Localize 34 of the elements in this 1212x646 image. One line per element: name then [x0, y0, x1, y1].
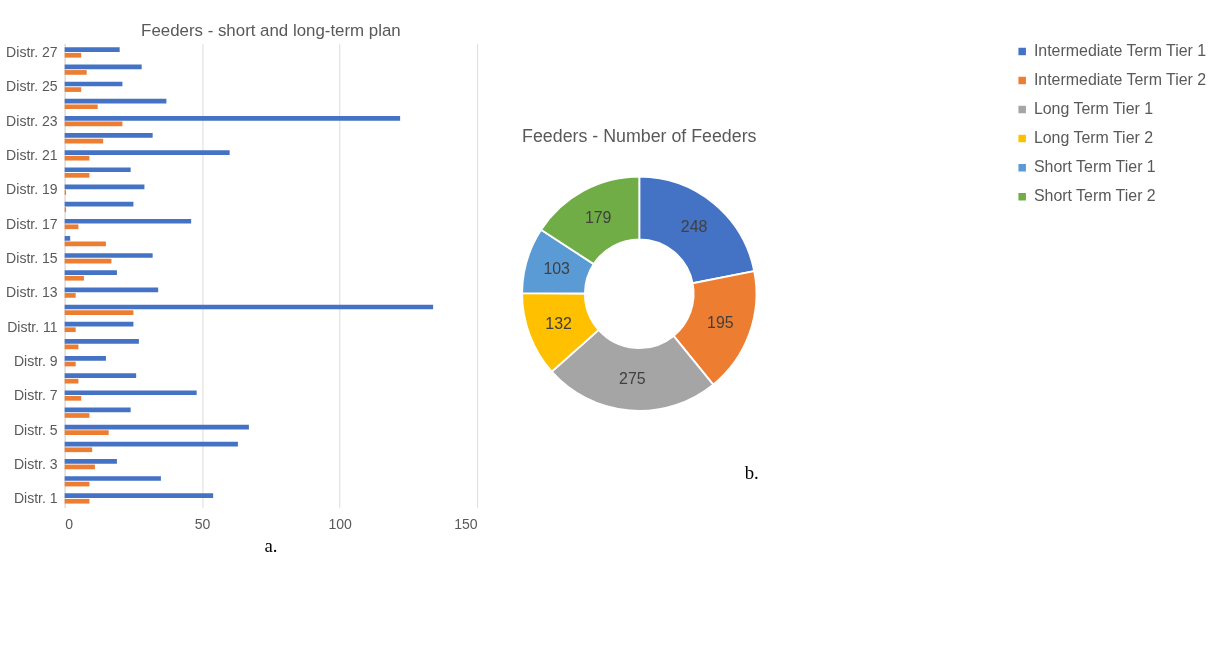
- x-tick-label: 150: [454, 515, 478, 532]
- legend-label: Long Term Tier 1: [1033, 100, 1154, 118]
- text: Feeders - Number of Feeders: [522, 125, 757, 146]
- y-tick-label: Distr. 27: [6, 44, 58, 61]
- y-tick-label: Distr. 23: [6, 112, 58, 129]
- y-tick-label: Distr. 17: [6, 215, 58, 232]
- x-tick-label: 0: [65, 515, 74, 532]
- chart-title: Feeders - short and long-term plan: [141, 20, 401, 40]
- legend-label: Short Term Tier 2: [1033, 187, 1156, 205]
- legend-label: Long Term Tier 2: [1033, 129, 1154, 147]
- data-label: 275: [619, 370, 646, 388]
- y-tick-label: Distr. 3: [13, 455, 58, 472]
- data-label: 195: [707, 313, 734, 331]
- legend-label: Intermediate Term Tier 1: [1033, 42, 1207, 60]
- data-label: 248: [680, 217, 708, 235]
- y-tick-label: Distr. 9: [13, 352, 58, 369]
- y-tick-label: Distr. 15: [6, 250, 58, 266]
- y-tick-label: Distr. 1: [13, 490, 58, 507]
- y-tick-label: Distr. 25: [6, 78, 58, 95]
- y-tick-label: Distr. 5: [13, 421, 58, 438]
- data-label: 179: [584, 208, 612, 226]
- text: a.: [264, 534, 278, 556]
- x-tick-label: 100: [328, 515, 353, 532]
- text: b.: [744, 462, 759, 484]
- data-label: 132: [545, 314, 573, 332]
- legend-label: Intermediate Term Tier 2: [1033, 71, 1207, 89]
- y-tick-label: Distr. 13: [6, 284, 58, 301]
- y-tick-label: Distr. 21: [6, 147, 58, 164]
- y-tick-label: Distr. 11: [7, 318, 58, 335]
- y-tick-label: Distr. 19: [6, 181, 58, 198]
- x-tick-label: 50: [194, 515, 211, 532]
- y-tick-label: Distr. 7: [13, 387, 58, 404]
- legend-label: Short Term Tier 1: [1033, 158, 1156, 176]
- data-label: 103: [543, 259, 571, 277]
